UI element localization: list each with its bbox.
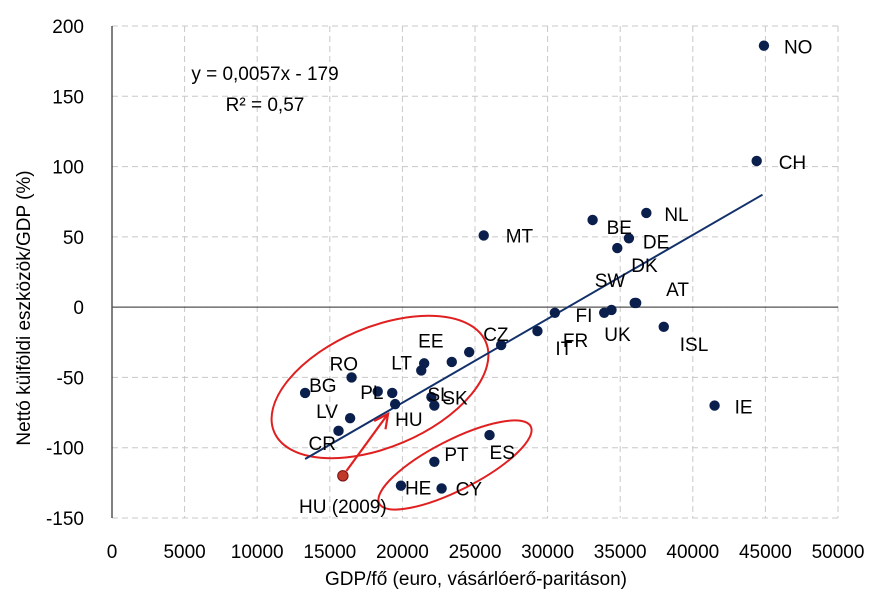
label-ee: EE: [418, 331, 443, 352]
point-ch: [751, 155, 762, 167]
label-cr: CR: [309, 434, 336, 455]
x-tick-label: 30000: [521, 542, 574, 563]
point-be: [587, 214, 598, 226]
tick-labels: 0 5000 10000 15000 20000 25000 30000 35000 40000…: [46, 17, 864, 563]
point-sl: [426, 391, 437, 403]
grid-lines: [111, 25, 839, 519]
label-ro: RO: [330, 354, 359, 375]
point-pl: [387, 387, 398, 399]
label-dk: DK: [631, 256, 658, 277]
point-sk: [429, 400, 440, 411]
trendline: [304, 193, 763, 460]
x-tick-label: 5000: [163, 542, 205, 563]
point-cz: [463, 346, 475, 358]
point-cr: [333, 425, 344, 437]
r-squared: R² = 0,57: [226, 95, 305, 116]
point-ro: [346, 372, 357, 383]
data-points: [299, 40, 770, 494]
x-tick-label: 0: [107, 542, 118, 563]
point-unlabeled: [495, 339, 507, 351]
point-nl: [641, 207, 652, 219]
point-bg: [299, 387, 311, 399]
label-bg: BG: [309, 376, 336, 397]
label-sw: SW: [595, 271, 626, 292]
y-tick-label: -100: [46, 439, 84, 460]
y-tick-label: -50: [57, 368, 84, 389]
label-sl: SL: [427, 385, 450, 406]
y-tick-label: 150: [52, 87, 84, 108]
x-tick-label: 25000: [449, 542, 502, 563]
label-isl: ISL: [680, 335, 709, 356]
point-he: [395, 480, 407, 491]
label-uk: UK: [604, 325, 631, 346]
x-tick-label: 15000: [303, 542, 356, 563]
label-nl: NL: [664, 205, 688, 226]
axes: [111, 26, 838, 518]
label-at: AT: [666, 280, 689, 301]
point-at: [630, 297, 642, 309]
label-lv: LV: [316, 402, 338, 423]
point-cy: [436, 483, 447, 494]
label-hu-2009: HU (2009): [299, 497, 387, 518]
label-cz: CZ: [483, 325, 509, 346]
cee-cluster-ellipse: [270, 314, 490, 460]
x-axis-label: GDP/fő (euro, vásárlóerő-paritáson): [325, 569, 627, 590]
label-no: NO: [784, 38, 813, 59]
label-hu: HU: [395, 410, 422, 431]
x-tick-label: 45000: [739, 542, 792, 563]
y-tick-label: 200: [52, 17, 84, 38]
label-he: HE: [405, 479, 431, 500]
label-it: IT: [555, 339, 572, 360]
trendline-group: [304, 193, 763, 472]
label-pl: PL: [360, 383, 383, 404]
x-tick-label: 50000: [812, 542, 865, 563]
point-lt: [416, 365, 427, 376]
point-unlabeled: [446, 356, 457, 368]
label-pt: PT: [444, 445, 469, 466]
y-tick-label: 100: [52, 158, 84, 179]
label-fi: FI: [575, 306, 592, 327]
y-tick-label: -150: [46, 509, 84, 530]
label-mt: MT: [506, 226, 534, 247]
x-tick-label: 20000: [376, 542, 429, 563]
label-fr: FR: [563, 331, 588, 352]
label-cy: CY: [456, 479, 483, 500]
point-no: [758, 40, 770, 51]
y-axis-label: Nettó külföldi eszközök/GDP (%): [14, 170, 35, 445]
point-dk: [612, 242, 623, 254]
point-es: [484, 429, 495, 441]
label-es: ES: [490, 443, 515, 464]
point-ie: [709, 400, 720, 411]
point-hu-2009: [337, 470, 349, 482]
annotation-ellipses: [270, 314, 533, 511]
label-sk: SK: [442, 389, 468, 410]
point-fr: [549, 307, 561, 318]
label-de: DE: [643, 232, 669, 253]
point-lv: [344, 412, 356, 424]
x-tick-label: 40000: [666, 542, 719, 563]
point-unlabeled: [372, 386, 383, 397]
y-tick-label: 0: [73, 298, 84, 319]
regression-equation: y = 0,0057x - 179: [191, 64, 338, 85]
x-tick-label: 35000: [594, 542, 647, 563]
label-ie: IE: [735, 398, 753, 419]
point-it: [532, 325, 543, 337]
point-de: [623, 233, 635, 244]
south-cluster-ellipse: [377, 419, 533, 511]
x-tick-label: 10000: [231, 542, 284, 563]
y-tick-label: 50: [63, 228, 84, 249]
hu-arrow-head: [373, 411, 390, 430]
point-mt: [478, 230, 489, 241]
point-pt: [429, 456, 440, 467]
label-ch: CH: [779, 153, 806, 174]
label-be: BE: [607, 218, 632, 239]
point-isl: [658, 321, 669, 333]
label-lt: LT: [391, 353, 412, 374]
point-hu: [389, 398, 401, 410]
hu-arrow-shaft: [345, 413, 389, 472]
point-uk: [599, 307, 610, 318]
